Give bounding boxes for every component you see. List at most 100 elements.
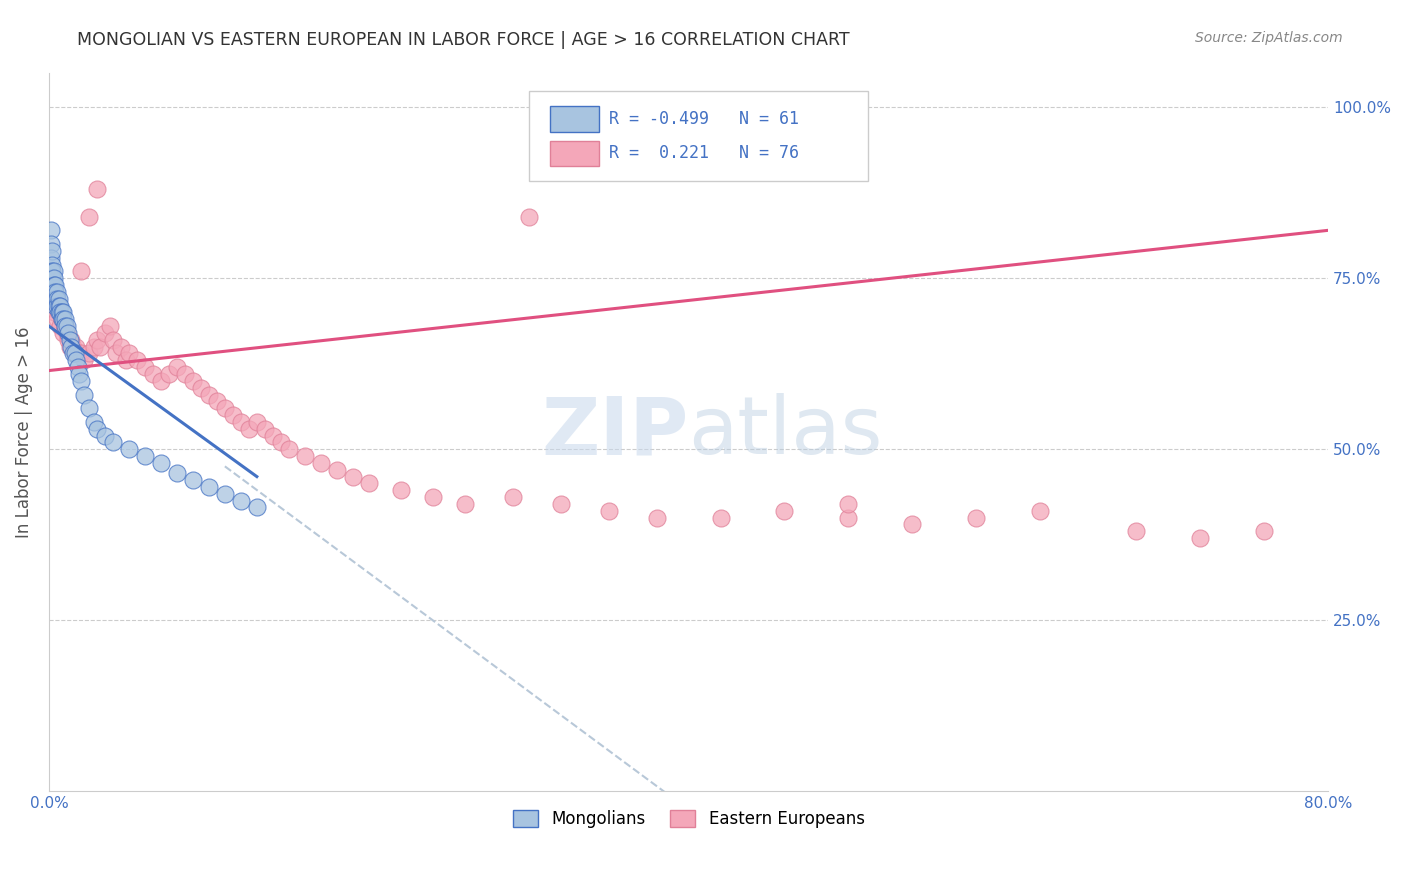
Point — [44, 299, 66, 313]
Point — [134, 360, 156, 375]
Point — [125, 353, 148, 368]
Point — [59, 333, 82, 347]
Point — [41, 285, 63, 299]
FancyBboxPatch shape — [529, 91, 868, 181]
Bar — [550, 106, 599, 132]
Point — [342, 469, 364, 483]
Point — [66, 360, 89, 375]
Point — [94, 428, 117, 442]
Point — [48, 305, 70, 319]
Point — [105, 346, 128, 360]
Point — [1253, 524, 1275, 539]
Point — [166, 360, 188, 375]
Point — [44, 285, 66, 299]
Point — [1125, 524, 1147, 539]
Point — [66, 346, 89, 360]
Point — [598, 504, 620, 518]
Point — [118, 346, 141, 360]
Point — [502, 490, 524, 504]
Point — [52, 305, 75, 319]
Point — [53, 319, 76, 334]
Point — [39, 278, 62, 293]
Point — [222, 408, 245, 422]
Point — [55, 319, 77, 334]
Point — [51, 305, 73, 319]
Y-axis label: In Labor Force | Age > 16: In Labor Force | Age > 16 — [15, 326, 32, 538]
Point — [46, 312, 69, 326]
Point — [901, 517, 924, 532]
Point — [550, 497, 572, 511]
Point — [114, 353, 136, 368]
Point — [41, 292, 63, 306]
Point — [62, 346, 84, 360]
Point — [70, 374, 93, 388]
Point — [46, 292, 69, 306]
Point — [357, 476, 380, 491]
Point — [198, 480, 221, 494]
Point — [41, 244, 63, 258]
Point — [59, 340, 82, 354]
Point — [142, 367, 165, 381]
Point — [517, 210, 540, 224]
Point — [214, 486, 236, 500]
Point — [60, 333, 83, 347]
Point — [41, 278, 63, 293]
Point — [86, 182, 108, 196]
Point — [41, 271, 63, 285]
Point — [190, 381, 212, 395]
Point — [389, 483, 412, 498]
Point — [67, 367, 90, 381]
Point — [309, 456, 332, 470]
Point — [77, 401, 100, 416]
Point — [83, 415, 105, 429]
Point — [52, 326, 75, 340]
Point — [53, 319, 76, 334]
Point — [118, 442, 141, 457]
Point — [63, 346, 86, 360]
Text: R = -0.499   N = 61: R = -0.499 N = 61 — [609, 110, 799, 128]
Point — [39, 251, 62, 265]
Point — [110, 340, 132, 354]
Point — [149, 374, 172, 388]
Point — [709, 510, 731, 524]
Point — [166, 466, 188, 480]
Text: ZIP: ZIP — [541, 393, 689, 471]
Point — [454, 497, 477, 511]
Text: atlas: atlas — [689, 393, 883, 471]
Point — [86, 333, 108, 347]
Text: R =  0.221   N = 76: R = 0.221 N = 76 — [609, 145, 799, 162]
Point — [44, 278, 66, 293]
Point — [73, 387, 96, 401]
Text: MONGOLIAN VS EASTERN EUROPEAN IN LABOR FORCE | AGE > 16 CORRELATION CHART: MONGOLIAN VS EASTERN EUROPEAN IN LABOR F… — [77, 31, 851, 49]
Point — [98, 319, 121, 334]
Point — [49, 305, 72, 319]
Point — [49, 299, 72, 313]
Point — [42, 292, 65, 306]
Point — [42, 305, 65, 319]
Point — [238, 422, 260, 436]
Point — [1029, 504, 1052, 518]
Point — [62, 340, 84, 354]
Point — [326, 463, 349, 477]
Point — [965, 510, 987, 524]
Text: Source: ZipAtlas.com: Source: ZipAtlas.com — [1195, 31, 1343, 45]
Point — [41, 258, 63, 272]
Point — [77, 210, 100, 224]
Point — [52, 312, 75, 326]
Point — [51, 312, 73, 326]
Bar — [550, 141, 599, 167]
Point — [94, 326, 117, 340]
Point — [229, 415, 252, 429]
Point — [198, 387, 221, 401]
Point — [44, 299, 66, 313]
Point — [65, 353, 87, 368]
Point — [73, 353, 96, 368]
Point — [205, 394, 228, 409]
Point — [229, 493, 252, 508]
Point — [53, 312, 76, 326]
Point — [42, 278, 65, 293]
Point — [277, 442, 299, 457]
Point — [86, 422, 108, 436]
Point — [63, 346, 86, 360]
Point — [48, 299, 70, 313]
